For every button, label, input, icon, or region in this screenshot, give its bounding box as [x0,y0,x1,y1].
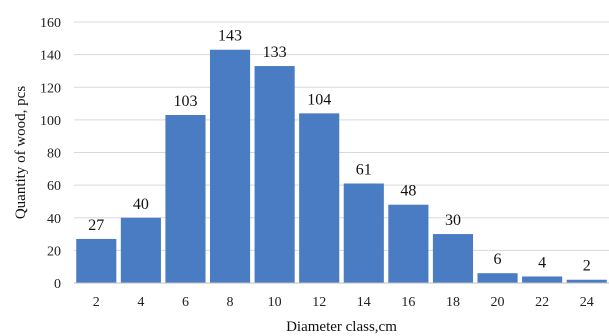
data-label: 27 [88,217,104,234]
data-label: 40 [133,196,149,213]
data-labels: 27 40 103 143 133 104 61 48 30 6 4 2 [88,28,590,275]
bar [433,234,473,283]
y-tick-label: 160 [40,16,61,31]
x-tick-label: 2 [93,295,100,310]
bar [477,273,517,283]
y-tick-label: 140 [40,49,61,64]
bar [255,66,295,283]
x-axis-title: Diameter class,cm [286,319,397,335]
y-axis-title: Quantity of wood, pcs [13,86,29,219]
y-tick-label: 80 [47,147,61,162]
x-axis-ticks: 2 4 6 8 10 12 14 16 18 20 22 24 [93,295,594,310]
bar [210,50,250,283]
data-label: 133 [263,44,287,61]
bars [76,50,607,283]
bar [121,218,161,283]
bar [344,183,384,283]
bar [165,115,205,283]
x-tick-label: 4 [137,295,144,310]
x-tick-label: 10 [268,295,282,310]
data-label: 61 [356,161,372,178]
data-label: 103 [173,93,197,110]
y-tick-label: 0 [54,277,61,292]
x-tick-label: 8 [227,295,234,310]
y-tick-label: 40 [47,212,61,227]
bar [299,113,339,283]
x-tick-label: 12 [312,295,326,310]
bar [522,276,562,283]
gridlines [74,22,609,250]
data-label: 30 [445,212,461,229]
bar [76,239,116,283]
data-label: 4 [538,254,546,271]
bar [388,205,428,283]
x-tick-label: 16 [401,295,415,310]
x-tick-label: 6 [182,295,189,310]
y-axis-ticks: 0 20 40 60 80 100 120 140 160 [40,16,61,292]
x-tick-label: 22 [535,295,549,310]
x-tick-label: 20 [491,295,505,310]
data-label: 6 [494,251,502,268]
y-tick-label: 20 [47,244,61,259]
y-tick-label: 120 [40,81,61,96]
data-label: 2 [583,258,591,275]
data-label: 48 [400,183,416,200]
x-tick-label: 14 [357,295,371,310]
data-label: 143 [218,28,242,45]
x-tick-label: 18 [446,295,460,310]
y-tick-label: 100 [40,114,61,129]
data-label: 104 [307,91,331,108]
y-tick-label: 60 [47,179,61,194]
x-tick-label: 24 [580,295,594,310]
